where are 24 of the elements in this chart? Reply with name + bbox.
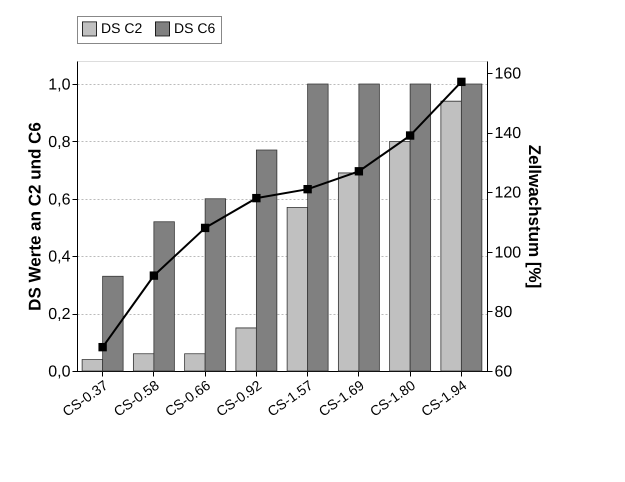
y-axis-title: DS Werte an C2 und C6 (25, 122, 44, 311)
point (406, 131, 414, 140)
y2-tick-label: 160 (494, 65, 522, 82)
legend-label: DS C6 (174, 20, 216, 36)
y2-axis-title: Zellwachstum [%] (525, 144, 544, 288)
y2-tick-label: 140 (494, 125, 522, 142)
point (303, 184, 312, 194)
y2-tick-label: 60 (494, 364, 512, 380)
y-tick-label: 0,2 (48, 306, 71, 324)
y-tick-label: 0,8 (48, 134, 71, 151)
legend-label: DS C2 (101, 20, 142, 36)
y-tick-label: 1,0 (48, 76, 71, 94)
point (252, 194, 261, 202)
y2-tick-label: 100 (494, 244, 522, 262)
y-tick-label: 0,6 (48, 191, 71, 208)
y-tick-label: 0,4 (48, 248, 71, 266)
point (457, 78, 466, 86)
point (150, 271, 158, 280)
point (354, 167, 364, 176)
point (98, 342, 107, 352)
y-tick-label: 0,0 (48, 364, 71, 380)
y2-tick-label: 120 (494, 184, 522, 202)
point (200, 224, 210, 232)
y2-tick-label: 80 (494, 304, 512, 321)
